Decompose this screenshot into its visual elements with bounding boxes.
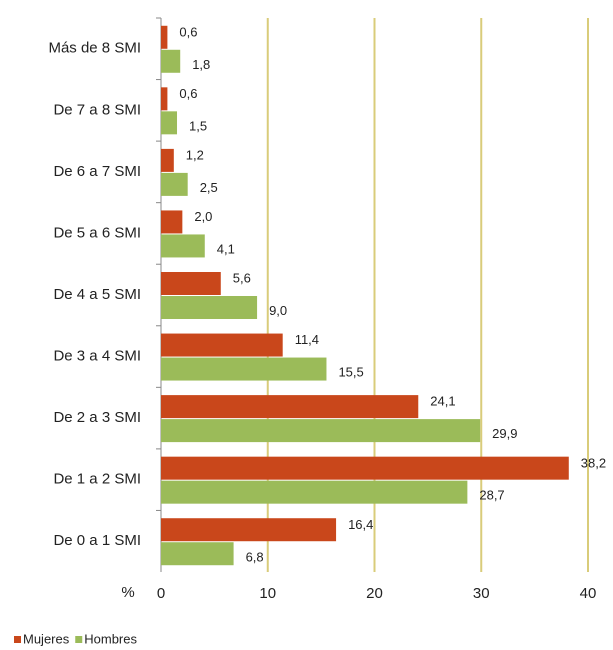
value-label: 29,9	[492, 426, 517, 441]
bar	[161, 357, 327, 381]
value-label: 16,4	[348, 517, 373, 532]
x-axis-label: %	[121, 584, 134, 601]
value-label: 11,4	[295, 332, 319, 347]
bar	[161, 480, 468, 504]
bar	[161, 542, 234, 566]
bar	[161, 272, 221, 295]
y-tick-label: De 0 a 1 SMI	[53, 532, 141, 549]
bar	[161, 419, 481, 443]
bar	[161, 210, 183, 234]
bar	[161, 25, 168, 49]
legend-swatch	[75, 636, 83, 643]
bar	[161, 87, 168, 111]
value-label: 2,0	[194, 209, 212, 224]
value-label: 5,6	[233, 271, 251, 286]
bar	[161, 172, 188, 196]
x-tick-label: 0	[157, 585, 165, 602]
value-label: 1,2	[186, 148, 204, 163]
value-label: 4,1	[217, 241, 235, 256]
value-label: 38,2	[581, 455, 606, 470]
x-tick-label: 40	[580, 585, 597, 602]
y-tick-label: De 4 a 5 SMI	[53, 286, 141, 303]
value-label: 1,8	[192, 57, 210, 72]
legend-label: Mujeres	[23, 631, 70, 646]
bar	[161, 148, 174, 172]
y-tick-label: De 3 a 4 SMI	[53, 348, 141, 365]
y-tick-label: De 5 a 6 SMI	[53, 224, 141, 241]
bar	[161, 333, 283, 357]
value-label: 24,1	[430, 394, 455, 409]
bar	[161, 234, 205, 258]
y-tick-label: De 2 a 3 SMI	[53, 409, 141, 426]
value-label: 0,6	[179, 86, 197, 101]
y-tick-label: Más de 8 SMI	[48, 40, 141, 57]
value-label: 15,5	[338, 365, 363, 380]
value-label: 0,6	[179, 24, 197, 39]
value-label: 9,0	[269, 303, 287, 318]
bar	[161, 49, 181, 73]
x-tick-label: 10	[259, 585, 276, 602]
value-label: 2,5	[200, 180, 218, 195]
bar	[161, 111, 178, 135]
y-tick-label: De 1 a 2 SMI	[53, 471, 141, 488]
bar	[161, 518, 337, 542]
legend-swatch	[14, 636, 21, 643]
bar	[161, 395, 419, 419]
legend-label: Hombres	[84, 631, 137, 646]
y-tick-label: De 7 a 8 SMI	[53, 101, 141, 118]
bar	[161, 296, 258, 319]
value-label: 1,5	[189, 118, 207, 133]
x-tick-label: 20	[366, 585, 383, 602]
value-label: 6,8	[246, 549, 264, 564]
x-tick-label: 30	[473, 585, 490, 602]
y-tick-label: De 6 a 7 SMI	[53, 163, 141, 180]
bar	[161, 456, 569, 480]
value-label: 28,7	[479, 488, 504, 503]
